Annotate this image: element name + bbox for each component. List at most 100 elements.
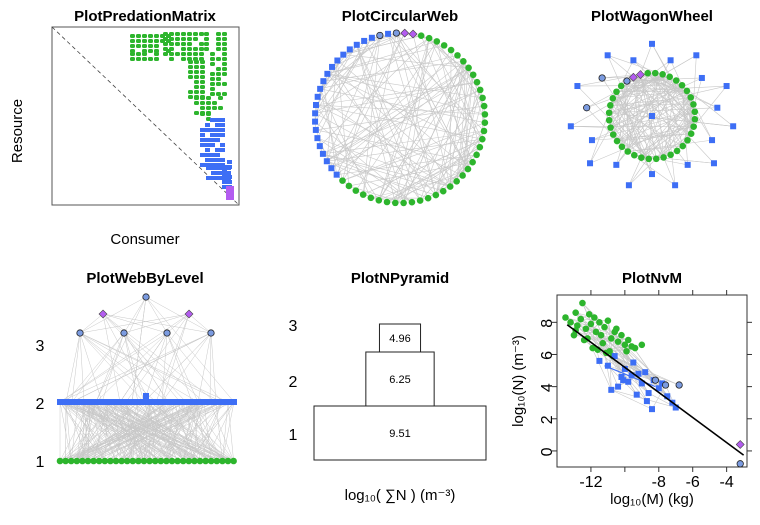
- web-link: [314, 37, 430, 114]
- web-link: [70, 401, 79, 462]
- node-top: [400, 28, 410, 38]
- node-basal: [621, 341, 629, 349]
- web-link: [87, 401, 91, 462]
- node-omnivore: [392, 29, 400, 37]
- matrix-cell-basal: [136, 39, 141, 43]
- y-tick-label: 0: [539, 447, 556, 456]
- regression-line: [566, 324, 745, 456]
- web-link: [143, 401, 229, 462]
- node-basal: [453, 178, 460, 185]
- web-link: [613, 80, 677, 135]
- web-link: [387, 33, 469, 170]
- node-intermediate: [664, 393, 671, 400]
- node-intermediate: [618, 373, 625, 380]
- matrix-cell-basal: [136, 52, 141, 56]
- y-axis-label: Resource: [9, 99, 26, 163]
- matrix-diagonal: [51, 26, 240, 206]
- web-link: [577, 85, 649, 160]
- node-basal: [609, 131, 617, 138]
- matrix-cell-basal: [206, 112, 211, 116]
- web-link: [612, 74, 641, 135]
- web-link: [149, 401, 229, 462]
- node-intermediate: [329, 63, 336, 70]
- web-link: [326, 138, 483, 162]
- node-top: [635, 70, 645, 80]
- web-link: [76, 401, 163, 462]
- trophic-link: [645, 371, 680, 386]
- matrix-cell-basal: [200, 112, 205, 116]
- web-link: [331, 66, 457, 182]
- node-basal: [651, 69, 659, 77]
- node-intermediate: [630, 57, 637, 64]
- web-link: [119, 332, 168, 403]
- matrix-cell-basal: [200, 96, 205, 100]
- node-basal: [618, 331, 625, 339]
- node-basal: [473, 151, 480, 159]
- node-intermediate: [604, 52, 611, 59]
- node-intermediate: [709, 137, 716, 144]
- matrix-cell-basal: [187, 52, 192, 56]
- node-basal: [90, 457, 97, 465]
- web-link: [322, 153, 451, 187]
- node-intermediate: [710, 160, 717, 167]
- matrix-cell-intermediate: [210, 158, 215, 162]
- node-intermediate: [567, 123, 574, 130]
- web-link: [621, 74, 663, 147]
- node-basal: [101, 457, 109, 465]
- level-label: 3: [36, 338, 45, 355]
- web-link: [79, 332, 103, 403]
- web-link: [79, 332, 169, 403]
- matrix-cell-basal: [210, 92, 215, 96]
- matrix-cell-basal: [204, 42, 209, 46]
- web-link: [166, 332, 193, 403]
- node-basal: [690, 123, 697, 130]
- web-link: [343, 35, 422, 55]
- web-link: [113, 401, 122, 462]
- web-link: [663, 119, 696, 158]
- node-basal: [687, 94, 695, 101]
- matrix-cell-intermediate: [200, 138, 205, 142]
- node-basal: [425, 34, 433, 42]
- web-link: [378, 154, 477, 201]
- web-link: [125, 313, 190, 403]
- matrix-cell-intermediate: [215, 153, 220, 157]
- x-axis-label: log₁₀( ∑N ) (m⁻³): [345, 487, 456, 504]
- web-link: [197, 401, 206, 462]
- web-link: [591, 111, 695, 141]
- web-link: [166, 401, 193, 462]
- nvm-points: [562, 299, 745, 468]
- matrix-frame: [51, 26, 240, 206]
- web-link: [621, 81, 628, 147]
- node-intermediate: [625, 182, 632, 189]
- matrix-cell-basal: [216, 92, 221, 96]
- node-basal: [432, 191, 440, 199]
- matrix-cell-basal: [142, 49, 147, 53]
- web-link: [102, 313, 217, 403]
- web-link: [161, 401, 184, 462]
- matrix-cells: [130, 32, 234, 200]
- node-basal: [587, 320, 595, 328]
- web-link: [420, 35, 474, 76]
- matrix-cell-intermediate: [220, 148, 225, 152]
- node-basal: [459, 172, 466, 179]
- web-link: [155, 313, 190, 403]
- matrix-cell-basal: [222, 62, 227, 66]
- plot-frame: [556, 294, 748, 468]
- node-basal: [473, 78, 481, 86]
- node-basal: [599, 339, 607, 347]
- node-basal: [439, 187, 447, 195]
- pyramid-bar: [378, 323, 422, 353]
- node-intermediate: [195, 399, 201, 405]
- node-intermediate: [628, 372, 635, 379]
- matrix-cell-basal: [148, 49, 153, 53]
- web-link: [77, 401, 133, 462]
- matrix-cell-basal: [175, 32, 180, 36]
- node-basal: [607, 335, 615, 342]
- node-intermediate: [328, 165, 335, 172]
- node-basal: [400, 199, 407, 207]
- node-intermediate: [313, 101, 320, 108]
- matrix-cell-basal: [222, 32, 227, 36]
- matrix-cell-intermediate: [222, 175, 227, 179]
- web-link: [194, 401, 223, 462]
- web-link: [610, 60, 671, 106]
